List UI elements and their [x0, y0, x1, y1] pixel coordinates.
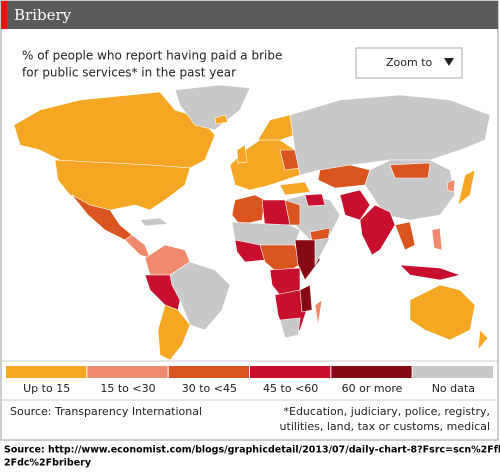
country-region	[234, 239, 266, 263]
country-region	[231, 194, 266, 226]
legend-swatch	[412, 366, 493, 378]
country-region	[409, 284, 476, 341]
zoom-dropdown[interactable]: Zoom to	[355, 47, 463, 79]
subtitle: for public services* in the past year	[22, 66, 236, 80]
legend-label: 30 to <45	[182, 382, 237, 395]
country-region	[294, 239, 321, 281]
legend-swatch	[250, 366, 331, 378]
country-region	[359, 204, 396, 256]
header-accent	[1, 1, 7, 29]
country-region	[339, 189, 371, 221]
subtitle: % of people who report having paid a bri…	[22, 49, 282, 63]
country-region	[457, 169, 476, 206]
country-region	[389, 162, 431, 179]
legend-swatch	[331, 366, 412, 378]
country-region	[284, 199, 301, 226]
legend-label: 45 to <60	[263, 382, 318, 395]
header-title: Bribery	[14, 6, 72, 24]
legend: Up to 15 15 to <30 30 to <45 45 to <60 60 or…	[6, 366, 493, 395]
country-region	[214, 114, 229, 125]
country-region	[431, 227, 443, 251]
country-region	[314, 299, 323, 326]
country-region	[477, 329, 489, 351]
legend-swatch	[6, 366, 87, 378]
legend-label: Up to 15	[23, 382, 70, 395]
dropdown-arrow[interactable]	[444, 58, 454, 66]
source: Source: Transparency International	[10, 405, 202, 418]
country-region	[13, 91, 216, 169]
country-region	[399, 264, 462, 281]
world-map	[13, 84, 491, 361]
country-region	[446, 179, 456, 193]
image-source: 2Fdc%2Fbribery	[4, 458, 92, 469]
country-region	[394, 221, 416, 251]
zoom-box[interactable]	[355, 47, 463, 79]
country-region	[174, 84, 251, 131]
legend-label: 60 or more	[342, 382, 403, 395]
country-region	[139, 217, 169, 227]
country-region	[304, 193, 326, 207]
country-region	[157, 304, 191, 361]
country-region	[124, 234, 151, 259]
country-region	[279, 181, 311, 196]
zoom-label[interactable]: Zoom to	[386, 56, 433, 69]
country-region	[236, 144, 248, 164]
country-region	[54, 159, 191, 211]
header-bar	[1, 1, 498, 29]
legend-swatch	[168, 366, 249, 378]
image-source: Source: http://www.economist.com/blogs/g…	[4, 445, 500, 456]
legend-swatch	[87, 366, 168, 378]
footnote: *Education, judiciary, police, registry,	[284, 405, 491, 418]
country-region	[289, 94, 491, 176]
footnote: utilities, land, tax or customs, medical	[280, 420, 490, 433]
country-region	[144, 274, 181, 311]
country-region	[314, 237, 331, 267]
country-region	[279, 317, 301, 339]
legend-label: No data	[432, 382, 475, 395]
legend-label: 15 to <30	[100, 382, 155, 395]
country-region	[299, 284, 313, 313]
